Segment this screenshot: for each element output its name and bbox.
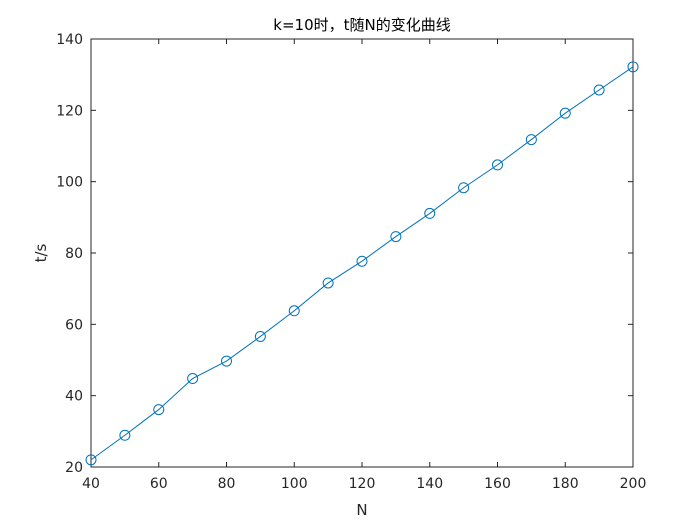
data-point [458, 182, 470, 194]
data-point [288, 305, 300, 317]
data-point [525, 134, 537, 146]
data-point [221, 355, 232, 367]
y-axis-title: t/s [32, 243, 50, 262]
x-tick-label: 100 [281, 476, 308, 492]
data-point [593, 84, 605, 96]
data-point [390, 231, 402, 243]
x-tick-label: 80 [218, 476, 236, 492]
data-point [559, 107, 571, 119]
x-tick-label: 60 [150, 476, 168, 492]
x-tick-label: 160 [484, 476, 511, 492]
x-tick-label: 40 [82, 476, 100, 492]
chart-title: k=10时，t随N的变化曲线 [273, 16, 450, 34]
y-tick-label: 140 [56, 32, 83, 48]
y-tick-label: 40 [65, 389, 83, 405]
y-tick-label: 100 [56, 175, 83, 191]
data-point [424, 207, 436, 219]
series-line [90, 66, 634, 461]
y-tick-label: 20 [65, 460, 83, 476]
data-point [119, 429, 131, 441]
x-axis-title: N [356, 501, 367, 519]
data-point [492, 159, 503, 171]
y-tick-label: 80 [65, 246, 83, 262]
x-tick-label: 180 [552, 476, 579, 492]
data-point [627, 61, 639, 73]
data-point [322, 277, 334, 289]
data-point [85, 454, 97, 466]
data-point [153, 404, 165, 416]
x-tick-label: 140 [416, 476, 443, 492]
x-tick-label: 120 [349, 476, 376, 492]
y-tick-label: 120 [56, 103, 83, 119]
ticks-layer: 40 60 80 100 120 140 160 180 2002040608010012014… [56, 32, 646, 492]
series-layer [85, 61, 639, 466]
data-point [254, 330, 266, 342]
axes-box [90, 38, 634, 468]
plot-area [91, 39, 633, 467]
y-tick-label: 60 [65, 317, 83, 333]
data-point [187, 373, 199, 385]
x-tick-label: 200 [620, 476, 647, 492]
data-point [356, 255, 368, 267]
